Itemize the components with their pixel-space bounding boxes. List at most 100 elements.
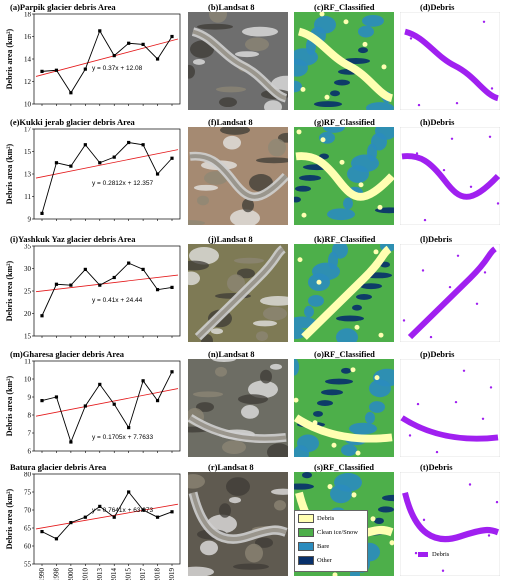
y-tick-label: 17 [24,127,32,134]
series-line [42,263,172,316]
data-point [98,383,101,386]
x-tick-label: 2019 [168,568,176,580]
trend-equation: y = 0.1705x + 7.7633 [92,434,153,441]
legend-swatch [298,528,314,537]
landsat-image [188,12,288,110]
data-point [40,399,43,402]
data-point [127,490,130,493]
debris-map [400,359,500,457]
series-line [42,492,172,539]
debris-swatch [418,552,428,557]
y-tick-label: 16 [24,33,32,41]
series-line [42,31,172,93]
panel-title: (d)Debris [420,2,454,12]
chart-title: (i)Yashkuk Yaz glacier debris Area [10,234,135,244]
panel-title: (h)Debris [420,117,454,127]
data-point [156,288,159,291]
legend-entry: Other [298,556,332,565]
trend-equation: y = 0.41x + 24.44 [92,297,143,304]
y-axis-label: Debris area (km²) [5,375,14,436]
trend-line [36,389,178,417]
data-point [142,143,145,146]
y-tick-label: 6 [28,448,32,456]
data-point [69,440,72,443]
data-point [127,426,130,429]
y-tick-label: 30 [24,265,32,273]
plot-area [34,474,180,564]
data-point [69,284,72,287]
data-point [98,284,101,287]
debris-map [400,12,500,110]
data-point [127,42,130,45]
landsat-image [188,472,288,576]
legend-entry: Bare [298,542,329,551]
y-tick-label: 65 [24,525,32,533]
data-point [113,276,116,279]
panel-title: (g)RF_Classified [314,117,375,127]
data-point [98,161,101,164]
x-tick-label: 2017 [139,568,147,580]
chart-title: (a)Parpik glacier debris Area [10,2,116,12]
data-point [156,399,159,402]
data-point [84,268,87,271]
legend-entry: Debris [298,514,334,523]
y-tick-label: 9 [28,216,32,224]
y-tick-label: 13 [24,171,32,179]
data-point [127,141,130,144]
panel-title: (l)Debris [420,234,452,244]
x-tick-label: 2015 [125,568,133,580]
data-point [170,510,173,513]
x-tick-label: 2018 [154,568,162,580]
debris-map [400,244,500,342]
y-tick-label: 70 [24,507,32,515]
data-point [113,516,116,519]
trend-equation: y = 0.37x + 12.08 [92,65,143,72]
y-axis-label: Debris area (km²) [5,28,14,89]
panel-title: (f)Landsat 8 [208,117,253,127]
data-point [142,379,145,382]
landsat-image [188,127,288,225]
chart-title: (e)Kukki jerab glacier debris Area [10,117,135,127]
data-point [98,29,101,32]
data-point [142,43,145,46]
x-tick-label: 2014 [110,568,118,580]
rf-classified-map [294,12,394,110]
y-tick-label: 60 [24,543,32,551]
trend-equation: y = 0.7641x + 63.973 [92,507,153,514]
data-point [84,68,87,71]
y-tick-label: 7 [28,430,32,438]
x-tick-label: 1998 [52,568,60,580]
data-point [84,404,87,407]
chart-title: (m)Gharesa glacier debris Area [10,349,124,359]
data-point [113,156,116,159]
y-tick-label: 10 [24,101,32,109]
y-tick-label: 20 [24,310,32,318]
data-point [69,521,72,524]
y-tick-label: 9 [28,394,32,402]
y-tick-label: 35 [24,244,32,251]
data-point [84,516,87,519]
y-axis-label: Debris area (km²) [5,260,14,321]
data-point [40,530,43,533]
y-axis-label: Debris area (km²) [5,488,14,549]
rf-classified-map [294,244,394,342]
x-tick-label: 2000 [67,568,75,580]
debris-map [400,127,500,225]
data-point [170,35,173,38]
y-tick-label: 55 [24,561,32,569]
data-point [170,286,173,289]
y-tick-label: 15 [24,333,32,341]
data-point [156,57,159,60]
legend-label: Other [317,557,332,564]
legend-entry: Clean ice/Snow [298,528,358,537]
data-point [69,91,72,94]
legend-label: Clean ice/Snow [317,529,358,536]
panel-title: (s)RF_Classified [314,462,374,472]
data-point [40,314,43,317]
data-point [55,161,58,164]
data-point [113,54,116,57]
